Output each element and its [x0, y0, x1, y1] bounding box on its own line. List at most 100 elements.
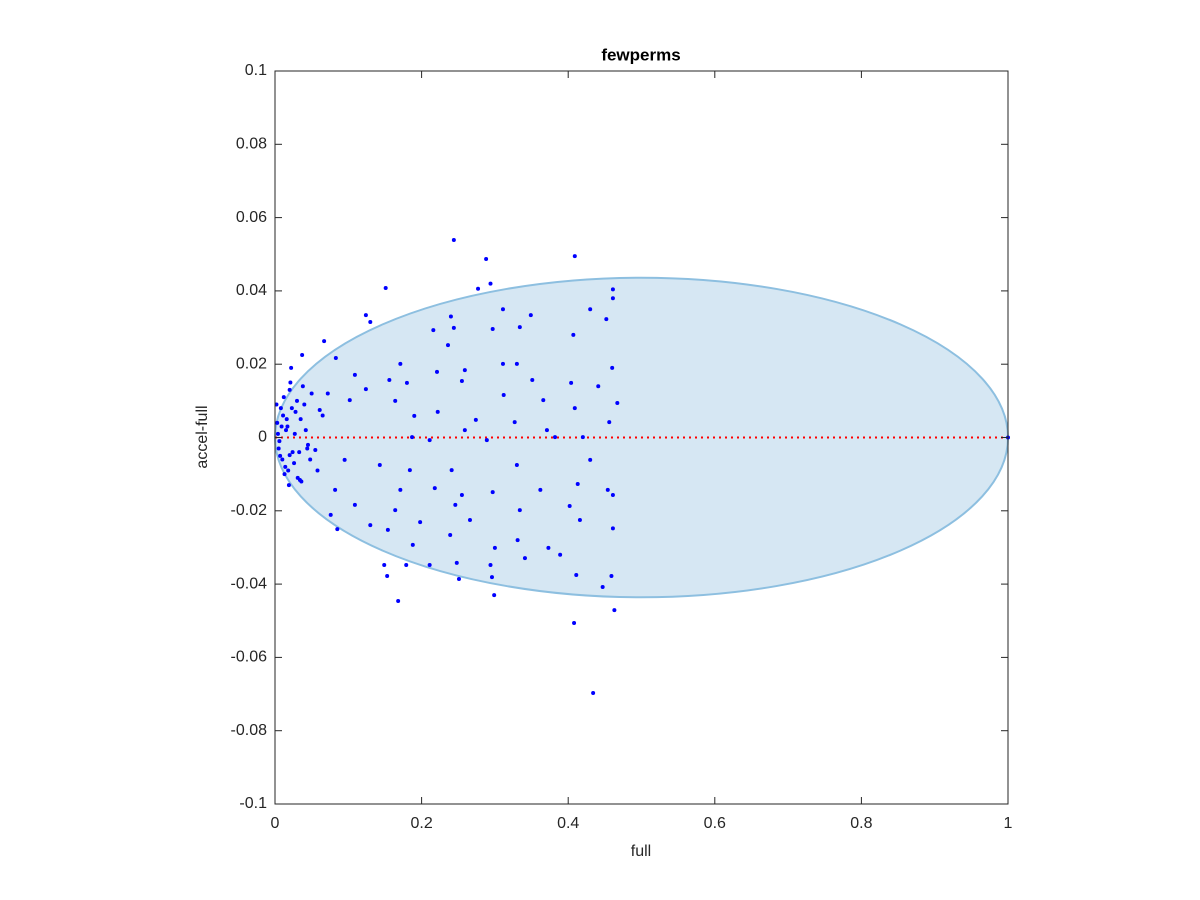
point	[352, 372, 357, 377]
point	[295, 475, 300, 480]
point	[368, 320, 373, 325]
point	[342, 457, 347, 462]
point	[393, 398, 398, 403]
point	[488, 281, 493, 286]
point	[451, 325, 456, 330]
point	[292, 431, 297, 436]
point	[385, 574, 390, 579]
point	[287, 453, 292, 458]
point	[514, 462, 519, 467]
point	[588, 457, 593, 462]
point	[308, 457, 313, 462]
point	[412, 413, 417, 418]
point	[553, 435, 558, 440]
point	[279, 424, 284, 429]
point	[528, 313, 533, 318]
point	[580, 435, 585, 440]
y-tick-label: 0.08	[236, 136, 267, 153]
point	[276, 446, 281, 451]
point	[459, 379, 464, 384]
point	[407, 468, 412, 473]
point	[544, 428, 549, 433]
point	[449, 468, 454, 473]
point	[303, 428, 308, 433]
point	[541, 398, 546, 403]
point	[309, 391, 314, 396]
point	[610, 365, 615, 370]
point	[363, 387, 368, 392]
point	[325, 391, 330, 396]
point	[287, 387, 292, 392]
point	[489, 575, 494, 580]
point	[363, 313, 368, 318]
point	[294, 398, 299, 403]
point	[278, 406, 283, 411]
point	[484, 257, 489, 262]
x-tick-label: 0.6	[704, 815, 726, 832]
point	[393, 508, 398, 513]
point	[368, 523, 373, 528]
point	[383, 285, 388, 290]
point	[292, 461, 297, 466]
point	[283, 464, 288, 469]
point	[404, 563, 409, 568]
point	[572, 620, 577, 625]
point	[305, 442, 310, 447]
point	[484, 438, 489, 443]
point	[305, 446, 310, 451]
point	[293, 409, 298, 414]
point	[278, 453, 283, 458]
y-tick-label: 0.04	[236, 282, 267, 299]
point	[610, 287, 615, 292]
point	[572, 406, 577, 411]
point	[289, 365, 294, 370]
point	[280, 457, 285, 462]
point	[459, 493, 464, 498]
point	[297, 450, 302, 455]
x-tick-label: 1	[1004, 815, 1013, 832]
point	[522, 556, 527, 561]
point	[313, 447, 318, 452]
point	[600, 585, 605, 590]
point	[385, 527, 390, 532]
chart-title: fewperms	[601, 45, 680, 64]
point	[281, 413, 286, 418]
point	[398, 487, 403, 492]
point	[328, 512, 333, 517]
point	[490, 490, 495, 495]
point	[398, 361, 403, 366]
y-tick-label: 0.02	[236, 355, 267, 372]
point	[569, 380, 574, 385]
point	[427, 438, 432, 443]
point	[588, 307, 593, 312]
point	[387, 377, 392, 382]
point	[333, 355, 338, 360]
y-axis-label: accel-full	[194, 405, 211, 468]
point	[302, 402, 307, 407]
point	[604, 317, 609, 322]
point	[530, 377, 535, 382]
point	[476, 286, 481, 291]
y-tick-label: -0.06	[231, 649, 268, 666]
x-tick-label: 0.4	[557, 815, 579, 832]
point	[445, 343, 450, 348]
point	[315, 468, 320, 473]
x-tick-label: 0	[271, 815, 280, 832]
point	[500, 361, 505, 366]
y-tick-label: -0.08	[231, 722, 268, 739]
point	[610, 526, 615, 531]
point	[289, 406, 294, 411]
point	[320, 413, 325, 418]
point	[432, 486, 437, 491]
x-axis-label: full	[631, 843, 651, 860]
point	[514, 361, 519, 366]
point	[285, 424, 290, 429]
point	[517, 325, 522, 330]
point	[283, 428, 288, 433]
point	[596, 384, 601, 389]
point	[572, 254, 577, 259]
point	[333, 487, 338, 492]
point	[286, 483, 291, 488]
point	[299, 479, 304, 484]
